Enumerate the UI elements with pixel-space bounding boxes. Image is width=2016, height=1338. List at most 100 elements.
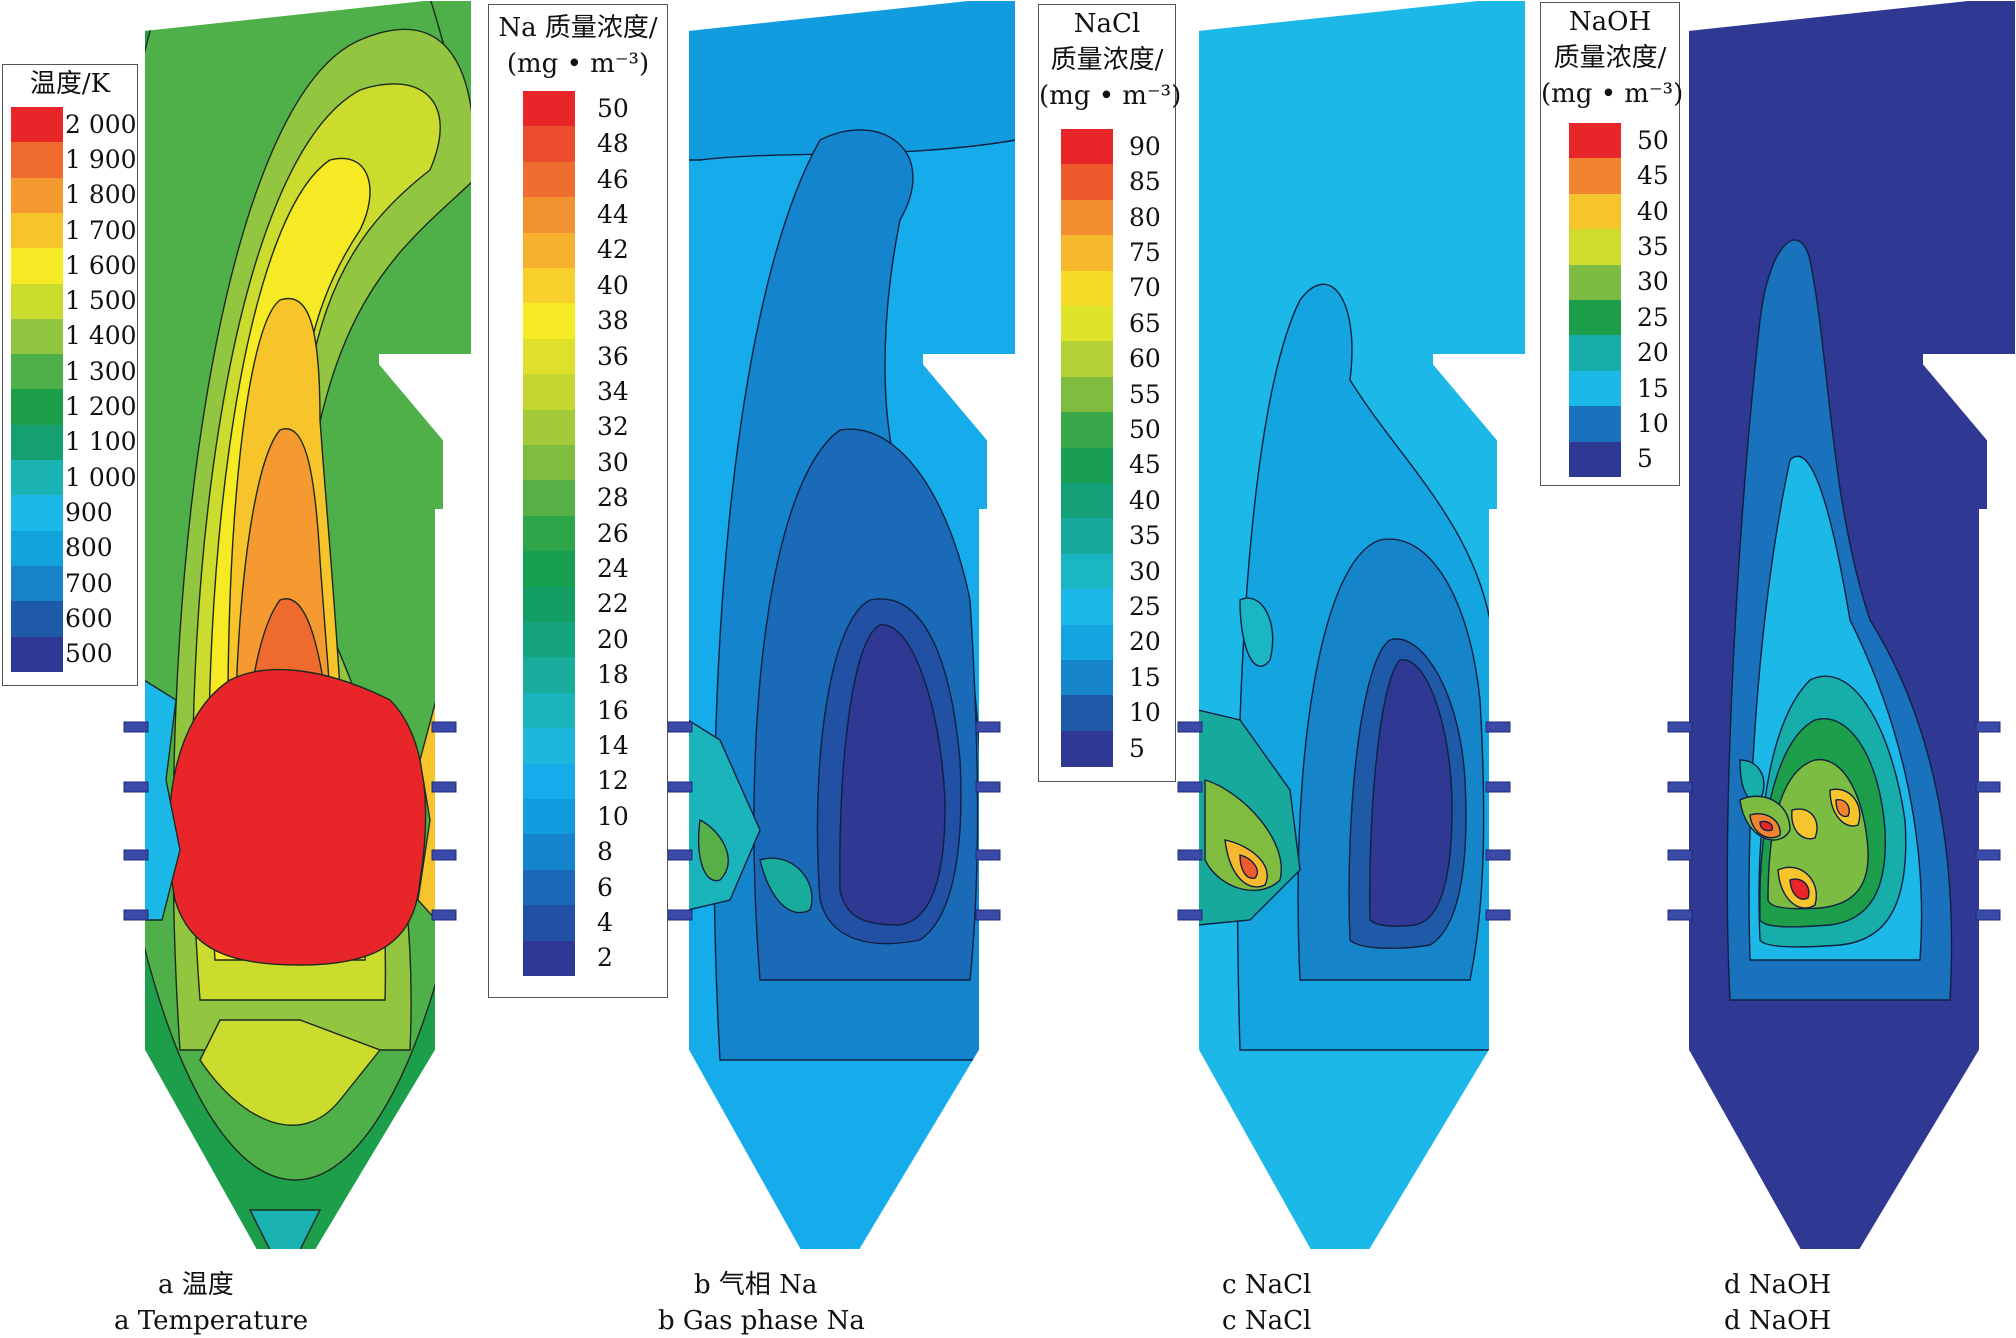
legend-tick-label: 1 300	[65, 356, 137, 386]
legend-swatch	[1061, 660, 1113, 696]
legend-tick-label: 500	[65, 639, 113, 669]
legend-tick-label: 1 200	[65, 392, 137, 422]
legend-title-line-1: NaCl	[1073, 9, 1141, 39]
legend-swatch	[523, 374, 575, 411]
legend-tick-label: 1 100	[65, 427, 137, 457]
legend-swatch	[1061, 306, 1113, 342]
legend-tick-label: 900	[65, 497, 113, 527]
legend-tick-label: 44	[597, 199, 629, 229]
legend-swatch	[1061, 518, 1113, 555]
caption-d-en: d NaOH	[1724, 1306, 1832, 1336]
legend-swatch	[1061, 589, 1113, 626]
legend-tick-label: 800	[65, 533, 113, 563]
naoh-contour-panel	[1667, 0, 2016, 1251]
legend-title-line-2: 质量浓度/	[1050, 45, 1164, 75]
legend-tick-label: 18	[597, 660, 629, 690]
caption-d-cn: d NaOH	[1724, 1270, 1832, 1300]
legend-tick-label: 48	[597, 129, 629, 159]
legend-title-line-2: (mg • m⁻³)	[506, 49, 650, 79]
legend-tick-label: 34	[597, 376, 629, 406]
legend-swatch	[11, 354, 63, 390]
legend-swatch	[1569, 300, 1621, 336]
legend-swatch	[11, 283, 63, 320]
legend-swatch	[1569, 441, 1621, 478]
legend-tick-label: 24	[597, 553, 629, 583]
legend-swatch	[1061, 376, 1113, 413]
legend-swatch	[523, 197, 575, 234]
legend-tick-label: 70	[1129, 273, 1161, 303]
legend-tick-label: 42	[597, 235, 629, 265]
legend-tick-label: 16	[597, 695, 629, 725]
legend-swatch	[523, 799, 575, 835]
legend-tick-label: 10	[597, 801, 629, 831]
legend-swatch	[1061, 624, 1113, 661]
legend-title: 温度/K	[29, 69, 111, 99]
legend-swatch	[11, 601, 63, 637]
legend-swatch	[1061, 695, 1113, 732]
caption-a-en: a Temperature	[114, 1306, 309, 1336]
legend-swatch	[11, 318, 63, 355]
legend-tick-label: 25	[1129, 591, 1161, 621]
legend-tick-label: 30	[597, 447, 629, 477]
legend-tick-label: 55	[1129, 379, 1161, 409]
gas-phase-na-contour-panel	[667, 0, 1017, 1251]
caption-b-cn: b 气相 Na	[694, 1270, 818, 1300]
legend-swatch	[1569, 335, 1621, 372]
legend-swatch	[523, 480, 575, 517]
legend-tick-label: 1 000	[65, 462, 137, 492]
legend-tick-label: 65	[1129, 308, 1161, 338]
legend-swatch	[523, 905, 575, 942]
legend-swatch	[523, 657, 575, 694]
legend-tick-label: 20	[1637, 338, 1669, 368]
legend-swatch	[11, 495, 63, 532]
caption-c-cn: c NaCl	[1222, 1270, 1312, 1300]
legend-tick-label: 8	[597, 837, 613, 867]
legend-tick-label: 36	[597, 341, 629, 371]
legend-tick-label: 1 800	[65, 180, 137, 210]
legend-swatch	[1061, 341, 1113, 378]
legend-tick-label: 60	[1129, 344, 1161, 374]
legend-tick-label: 20	[597, 624, 629, 654]
legend-tick-label: 80	[1129, 202, 1161, 232]
legend-swatch	[523, 126, 575, 163]
legend-tick-label: 25	[1637, 302, 1669, 332]
legend-swatch	[523, 692, 575, 729]
temperature-legend: 温度/K 2 000 1 900 1 800 1 700 1 600 1 500 1 400…	[2, 64, 138, 686]
legend-swatch	[523, 940, 575, 977]
legend-swatch	[11, 424, 63, 461]
legend-swatch	[523, 303, 575, 340]
legend-swatch	[523, 268, 575, 304]
nacl-contour-panel	[1177, 0, 1527, 1251]
legend-swatch	[1061, 553, 1113, 590]
legend-tick-label: 85	[1129, 167, 1161, 197]
legend-swatch	[523, 586, 575, 623]
legend-tick-label: 700	[65, 568, 113, 598]
legend-tick-label: 38	[597, 306, 629, 336]
legend-tick-label: 5	[1129, 733, 1145, 763]
nacl-legend: NaCl 质量浓度/ (mg • m⁻³) 90 85 80 75 70 65 60 55 50…	[1038, 4, 1181, 782]
temperature-contour-panel	[123, 0, 473, 1251]
legend-tick-label: 6	[597, 872, 613, 902]
legend-tick-label: 4	[597, 907, 613, 937]
legend-swatch	[1061, 483, 1113, 519]
legend-tick-label: 1 400	[65, 321, 137, 351]
legend-tick-label: 40	[1129, 485, 1161, 515]
legend-tick-label: 10	[1129, 698, 1161, 728]
legend-tick-label: 40	[1637, 196, 1669, 226]
legend-tick-label: 35	[1129, 521, 1161, 551]
legend-swatch	[11, 248, 63, 284]
legend-swatch	[11, 389, 63, 426]
legend-swatch	[1061, 447, 1113, 484]
legend-tick-label: 5	[1637, 444, 1653, 474]
legend-scale: 2 000 1 900 1 800 1 700 1 600 1 500 1 400 1 300…	[3, 65, 137, 685]
legend-title-line-1: NaOH	[1568, 7, 1652, 37]
legend-swatch	[523, 622, 575, 658]
legend-title-line-1: Na 质量浓度/	[498, 13, 658, 43]
legend-tick-label: 50	[1637, 125, 1669, 155]
legend-swatch	[11, 142, 63, 179]
legend-scale: 90 85 80 75 70 65 60 55 50 45 40 35 30 25 20 15 10 5	[1039, 5, 1175, 781]
legend-title-line-2: 质量浓度/	[1553, 43, 1667, 73]
legend-swatch	[1569, 264, 1621, 301]
legend-scale: 50 45 40 35 30 25 20 15 10 5	[1541, 3, 1679, 485]
legend-swatch	[523, 728, 575, 765]
